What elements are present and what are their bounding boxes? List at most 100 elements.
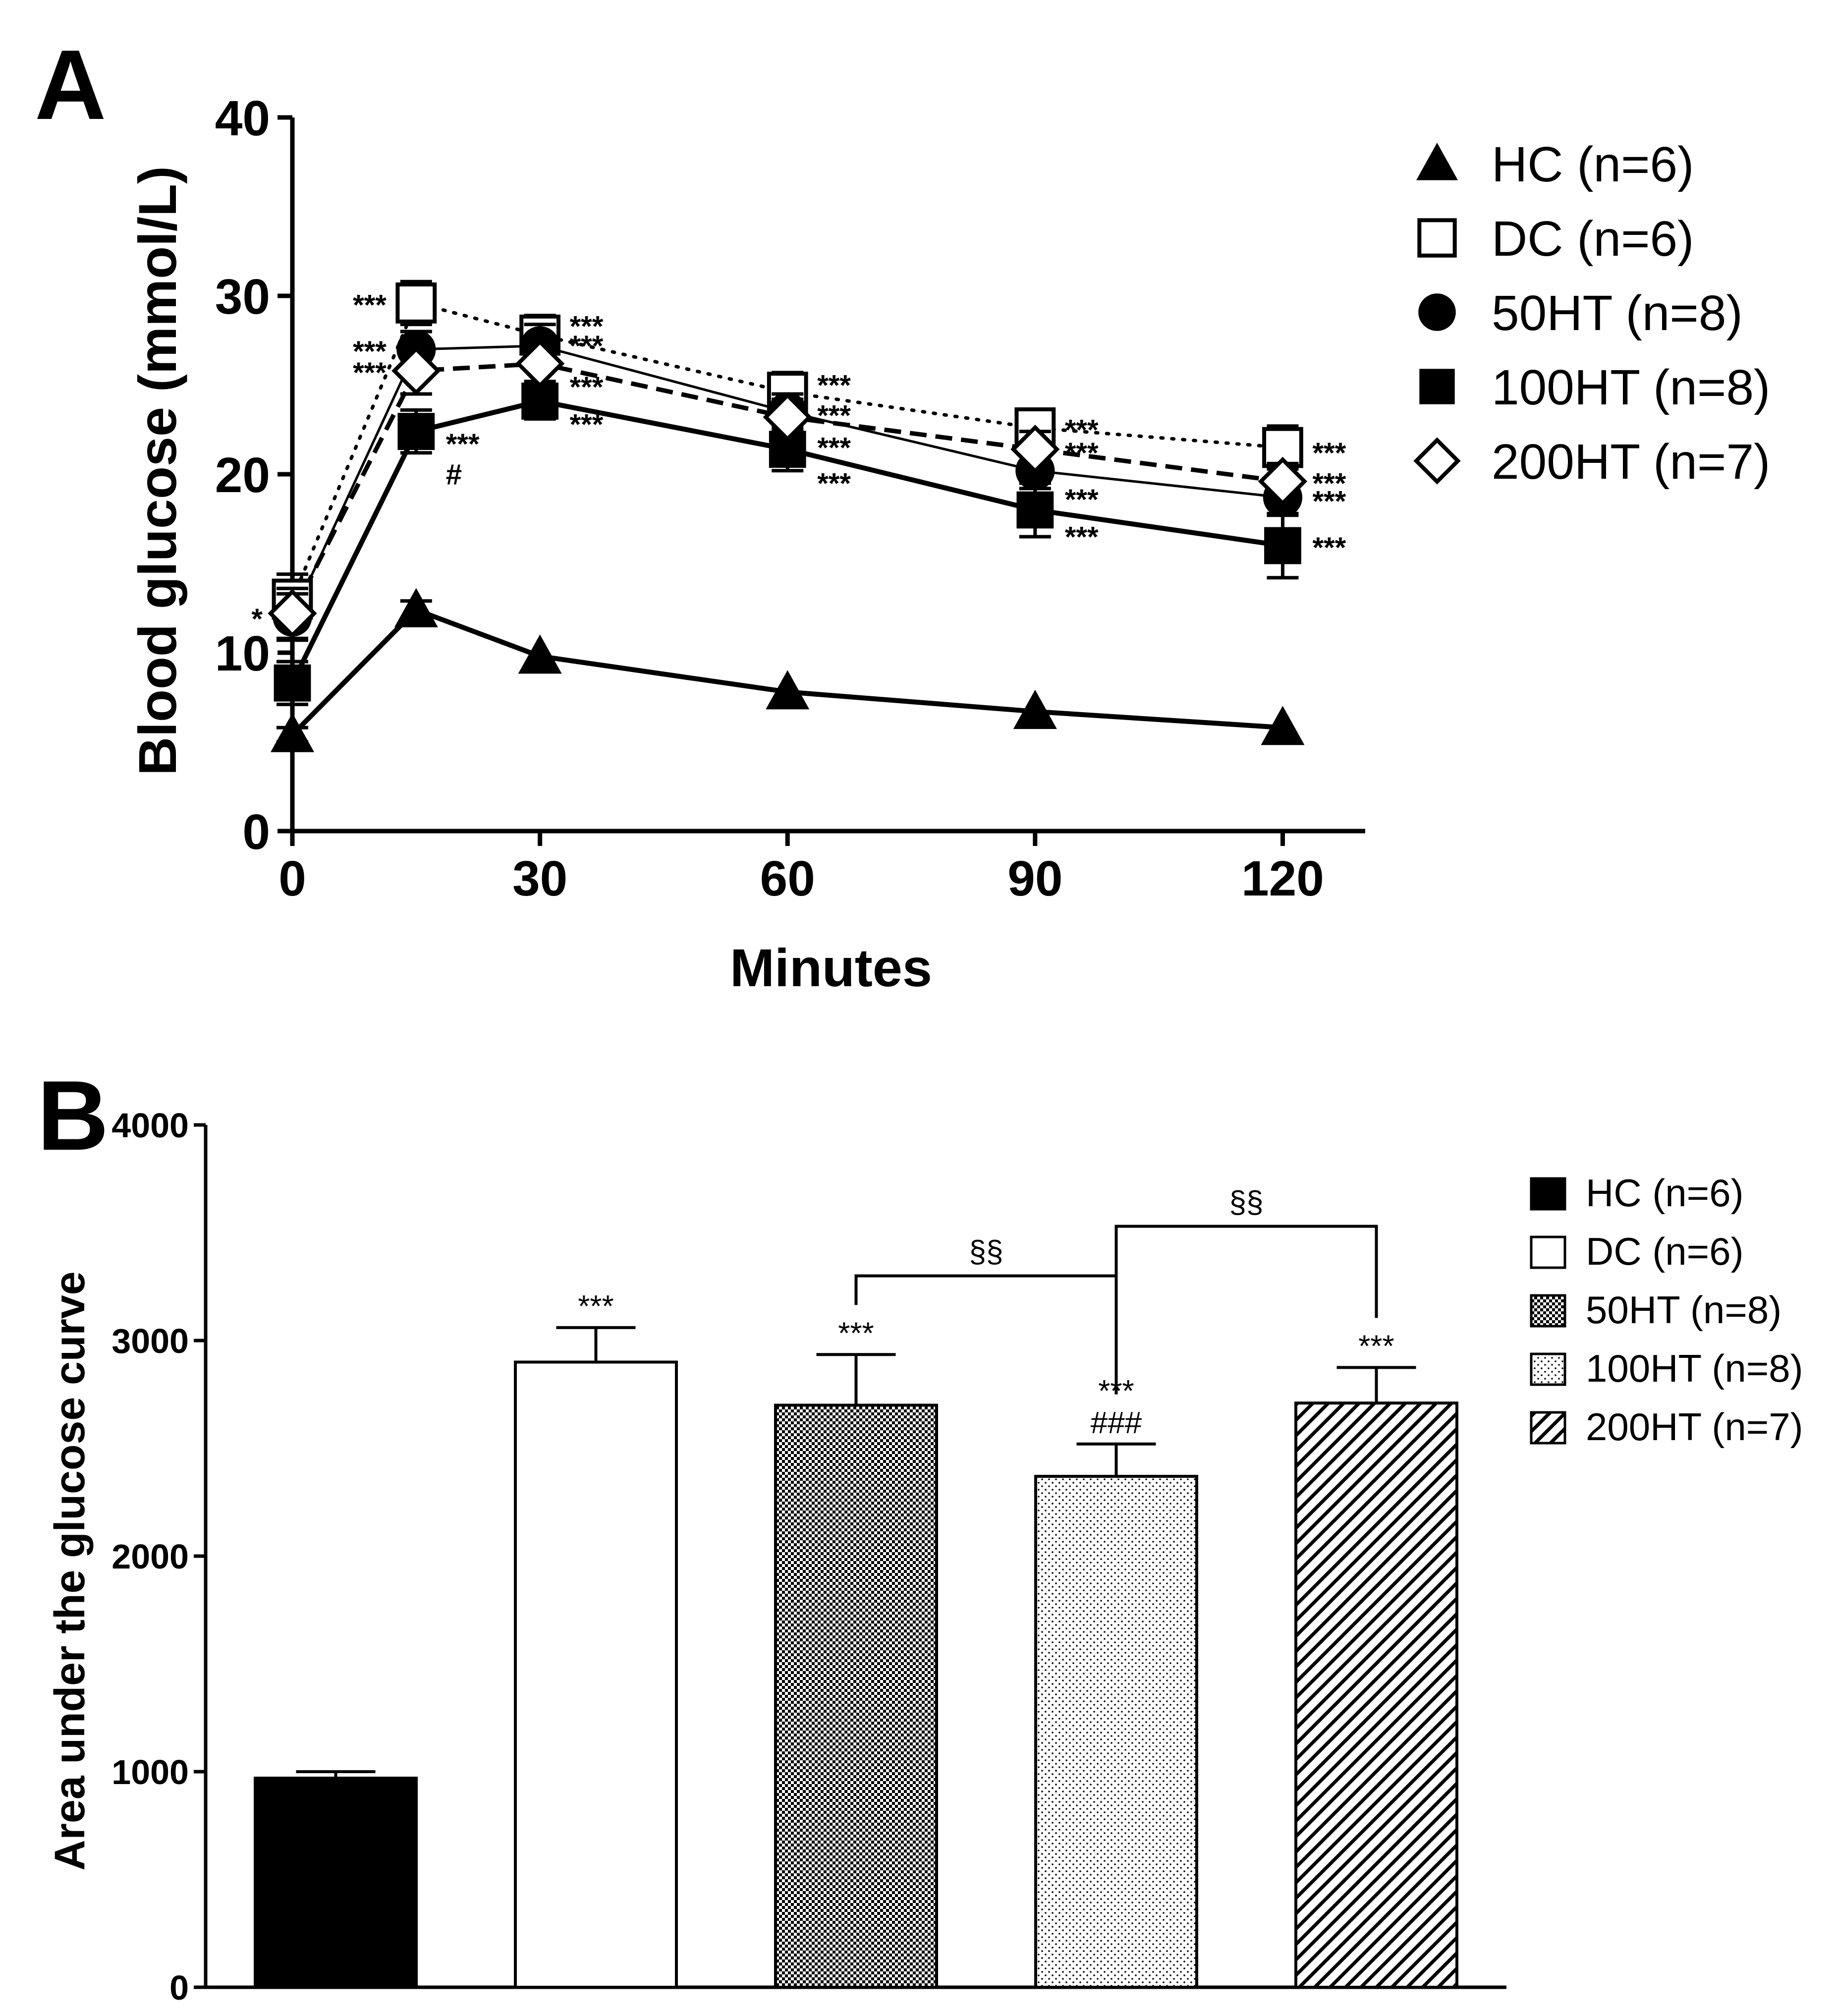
a-significance-mark: ***	[1312, 485, 1346, 517]
a-series-line-dc	[290, 301, 1284, 601]
panel-b-label: B	[37, 1061, 109, 1171]
a-point-ht200	[515, 339, 565, 389]
a-significance-mark: ***	[817, 467, 851, 500]
b-significance-mark: ***	[578, 1289, 613, 1324]
b-significance-annotations: *********###***§§§§	[578, 1185, 1394, 1440]
a-significance-mark: ***	[817, 369, 851, 401]
a-series-line-hc	[290, 607, 1283, 737]
b-significance-mark: ***	[838, 1316, 874, 1350]
a-legend-marker-ht50	[1418, 293, 1456, 331]
a-point-ht100	[521, 383, 559, 420]
b-y-tick-label: 0	[169, 1968, 189, 2007]
b-legend-label: HC (n=6)	[1586, 1171, 1744, 1215]
a-x-tick-label: 0	[278, 851, 306, 906]
a-significance-mark: ***	[1065, 521, 1099, 553]
a-point-ht200	[763, 392, 812, 442]
a-legend-label: 200HT (n=7)	[1492, 434, 1770, 490]
a-significance-mark: ***	[1065, 484, 1099, 516]
a-point-hc	[394, 588, 438, 627]
a-point-hc	[518, 634, 562, 674]
b-bracket-label: §§	[969, 1235, 1003, 1269]
a-legend-label: 100HT (n=8)	[1492, 360, 1770, 415]
a-axes: 0 10 20 30 40 0 30 60 90 120	[215, 91, 1365, 906]
b-bar-hc	[254, 1777, 418, 1989]
b-legend-label: 50HT (n=8)	[1586, 1288, 1781, 1332]
b-legend-label: 200HT (n=7)	[1586, 1405, 1803, 1449]
a-point-hc	[271, 713, 314, 752]
a-legend-label: HC (n=6)	[1492, 137, 1694, 192]
a-x-tick-label: 120	[1241, 851, 1324, 906]
a-series-line-ht200	[290, 361, 1283, 615]
a-series-points	[268, 280, 1308, 752]
a-point-hc	[1013, 689, 1057, 729]
b-bar-ht100	[1034, 1475, 1198, 1989]
a-significance-mark: ***	[1065, 414, 1099, 446]
panel-a-label: A	[35, 30, 106, 140]
a-significance-mark: ***	[817, 432, 851, 464]
b-y-tick-label: 1000	[111, 1753, 189, 1792]
b-legend-swatch-ht200	[1530, 1411, 1566, 1445]
b-y-tick-label: 4000	[111, 1106, 189, 1145]
a-point-hc	[766, 670, 810, 710]
a-significance-annotations: ************#***************************…	[251, 289, 1346, 635]
a-significance-mark: ***	[1312, 532, 1346, 564]
a-point-ht100	[397, 413, 435, 450]
a-series-lines	[290, 301, 1284, 737]
b-legend-swatch-hc	[1530, 1177, 1566, 1211]
a-y-tick-label: 20	[215, 448, 270, 503]
a-y-tick-label: 40	[215, 91, 270, 146]
b-bar-ht50	[774, 1403, 938, 1989]
b-y-axis-label: Area under the glucose curve	[46, 1271, 94, 1870]
b-legend-swatch-ht50	[1530, 1294, 1566, 1328]
a-significance-mark: ***	[570, 330, 604, 362]
b-bar-dc	[514, 1360, 678, 1989]
b-comparison-bracket	[1114, 1225, 1378, 1395]
b-legend-swatch-dc	[1530, 1235, 1566, 1269]
b-legend-swatch-ht100	[1530, 1352, 1566, 1386]
b-legend-label: DC (n=6)	[1586, 1230, 1744, 1273]
b-legend: HC (n=6) DC (n=6) 50HT (n=8) 100HT (n=8) 200…	[1530, 1171, 1803, 1449]
b-bar-ht200	[1294, 1401, 1458, 1989]
a-legend-label: 50HT (n=8)	[1492, 285, 1743, 341]
a-series-line-ht50	[291, 344, 1283, 618]
a-x-tick-label: 90	[1007, 851, 1062, 906]
a-significance-mark: ***	[1312, 467, 1346, 500]
a-x-tick-label: 30	[512, 851, 567, 906]
a-point-ht200	[1010, 424, 1060, 474]
a-point-ht100	[1264, 527, 1301, 564]
a-legend: HC (n=6) DC (n=6) 50HT (n=8) 100HT (n=8) 200…	[1413, 137, 1770, 490]
a-y-tick-label: 10	[215, 626, 270, 681]
a-y-tick-label: 30	[215, 269, 270, 325]
a-point-ht200	[268, 589, 317, 638]
a-significance-mark: *	[251, 603, 263, 635]
a-point-ht200	[1258, 456, 1308, 506]
a-significance-mark: ***	[353, 289, 387, 321]
b-y-tick-label: 2000	[111, 1537, 189, 1576]
a-significance-mark: ***	[570, 311, 604, 343]
a-significance-mark: ***	[570, 371, 604, 403]
a-legend-marker-ht200	[1413, 437, 1461, 485]
a-significance-mark: ***	[446, 428, 480, 460]
b-comparison-bracket	[854, 1274, 1118, 1357]
a-series-line-ht100	[290, 398, 1283, 684]
b-legend-label: 100HT (n=8)	[1586, 1346, 1803, 1390]
b-significance-mark: ***	[1358, 1329, 1394, 1363]
a-point-ht100	[274, 664, 311, 702]
a-point-ht100	[1016, 491, 1054, 529]
a-significance-mark: ***	[817, 400, 851, 432]
a-point-ht200	[391, 346, 441, 395]
b-bars	[254, 1326, 1458, 1989]
a-x-axis-label: Minutes	[730, 938, 932, 998]
a-legend-marker-dc	[1417, 218, 1457, 258]
a-y-axis-label: Blood glucose (mmol/L)	[127, 166, 187, 776]
b-bracket-label: §§	[1229, 1185, 1264, 1219]
b-y-tick-label: 3000	[111, 1322, 189, 1360]
a-point-hc	[1261, 706, 1305, 745]
a-legend-label: DC (n=6)	[1492, 211, 1694, 267]
a-significance-mark: #	[446, 458, 462, 491]
a-significance-mark: ***	[570, 409, 604, 441]
a-point-dc	[395, 282, 437, 324]
